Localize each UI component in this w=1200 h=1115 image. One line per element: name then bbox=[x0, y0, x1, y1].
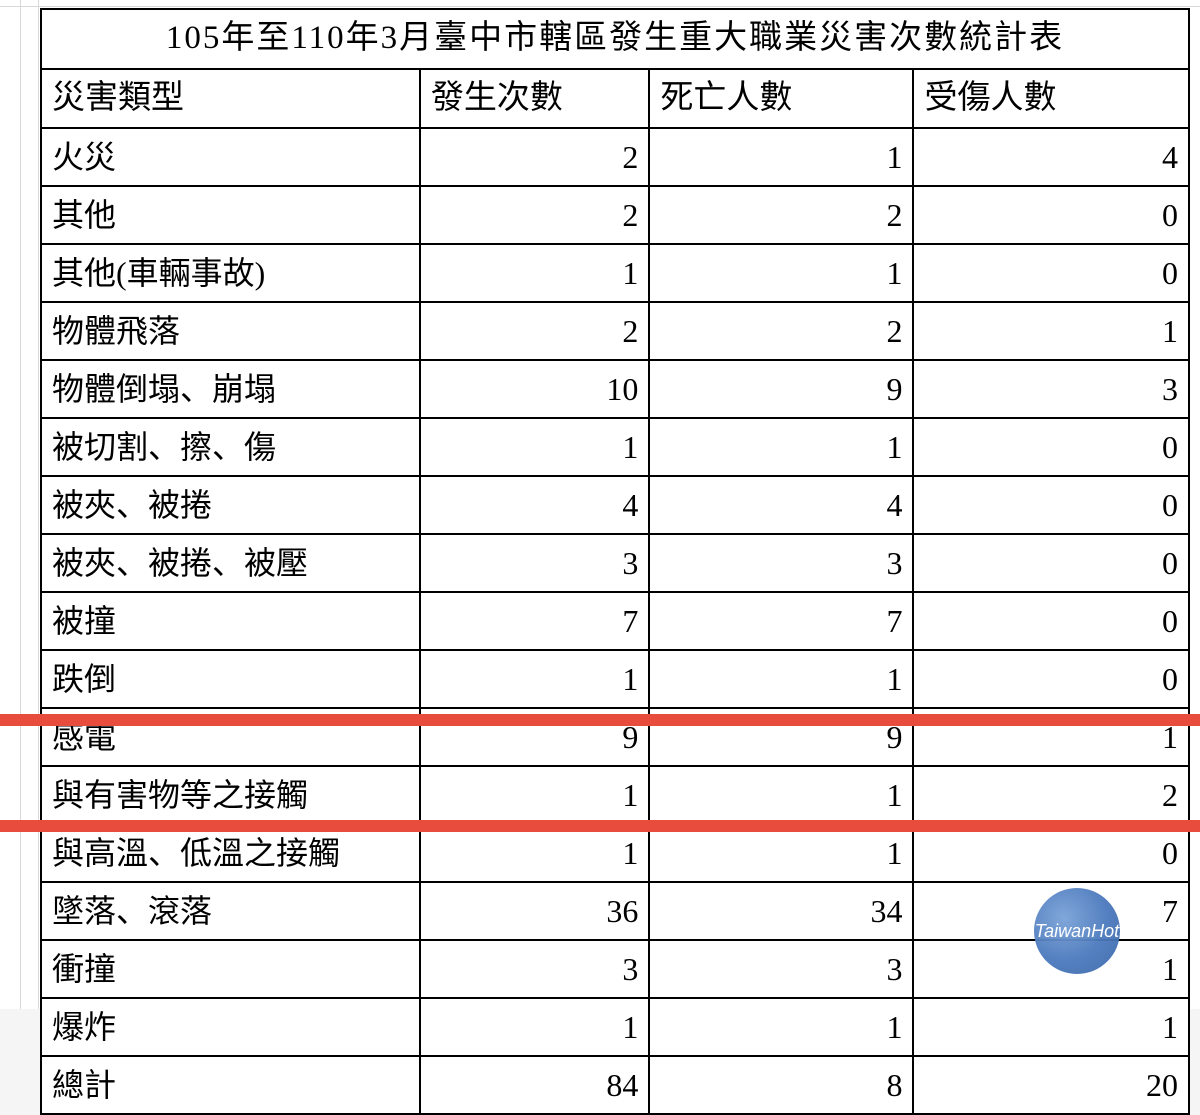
col-header-deaths: 死亡人數 bbox=[649, 69, 913, 129]
sheet-gridline bbox=[0, 6, 1200, 7]
cell-injuries: 0 bbox=[913, 534, 1189, 592]
cell-injuries: 0 bbox=[913, 476, 1189, 534]
table-row: 物體飛落221 bbox=[41, 302, 1189, 360]
cell-deaths: 4 bbox=[649, 476, 913, 534]
cell-deaths: 1 bbox=[649, 824, 913, 882]
cell-type: 與有害物等之接觸 bbox=[41, 766, 420, 824]
cell-injuries: 0 bbox=[913, 650, 1189, 708]
table-row: 跌倒110 bbox=[41, 650, 1189, 708]
cell-count: 3 bbox=[420, 940, 650, 998]
table-row: 與有害物等之接觸112 bbox=[41, 766, 1189, 824]
sheet-gridline bbox=[20, 0, 21, 1009]
table-header-row: 災害類型 發生次數 死亡人數 受傷人數 bbox=[41, 69, 1189, 129]
watermark: TaiwanHot bbox=[1034, 888, 1120, 974]
cell-injuries: 1 bbox=[913, 998, 1189, 1056]
cell-deaths: 1 bbox=[649, 418, 913, 476]
cell-type: 物體倒塌、崩塌 bbox=[41, 360, 420, 418]
cell-deaths: 1 bbox=[649, 128, 913, 186]
cell-count: 1 bbox=[420, 824, 650, 882]
cell-type: 爆炸 bbox=[41, 998, 420, 1056]
cell-injuries: 0 bbox=[913, 244, 1189, 302]
cell-count: 1 bbox=[420, 244, 650, 302]
cell-deaths: 2 bbox=[649, 186, 913, 244]
cell-type: 被切割、擦、傷 bbox=[41, 418, 420, 476]
table-row: 被夾、被捲440 bbox=[41, 476, 1189, 534]
cell-deaths: 1 bbox=[649, 244, 913, 302]
cell-deaths: 7 bbox=[649, 592, 913, 650]
table-row: 爆炸111 bbox=[41, 998, 1189, 1056]
cell-deaths: 8 bbox=[649, 1056, 913, 1114]
cell-injuries: 4 bbox=[913, 128, 1189, 186]
col-header-count: 發生次數 bbox=[420, 69, 650, 129]
cell-type: 被夾、被捲、被壓 bbox=[41, 534, 420, 592]
cell-count: 1 bbox=[420, 418, 650, 476]
cell-type: 跌倒 bbox=[41, 650, 420, 708]
cell-deaths: 1 bbox=[649, 998, 913, 1056]
cell-injuries: 20 bbox=[913, 1056, 1189, 1114]
cell-count: 36 bbox=[420, 882, 650, 940]
cell-type: 其他(車輛事故) bbox=[41, 244, 420, 302]
cell-deaths: 34 bbox=[649, 882, 913, 940]
cell-deaths: 3 bbox=[649, 940, 913, 998]
cell-count: 3 bbox=[420, 534, 650, 592]
table-row: 被撞770 bbox=[41, 592, 1189, 650]
cell-count: 10 bbox=[420, 360, 650, 418]
cell-count: 2 bbox=[420, 128, 650, 186]
table-row: 被夾、被捲、被壓330 bbox=[41, 534, 1189, 592]
col-header-type: 災害類型 bbox=[41, 69, 420, 129]
cell-deaths: 3 bbox=[649, 534, 913, 592]
cell-injuries: 0 bbox=[913, 824, 1189, 882]
cell-count: 1 bbox=[420, 998, 650, 1056]
cell-deaths: 1 bbox=[649, 650, 913, 708]
cell-deaths: 2 bbox=[649, 302, 913, 360]
highlight-stripe bbox=[0, 714, 1200, 726]
table-row: 墜落、滾落36347 bbox=[41, 882, 1189, 940]
table-title-row: 105年至110年3月臺中市轄區發生重大職業災害次數統計表 bbox=[41, 9, 1189, 69]
cell-count: 1 bbox=[420, 650, 650, 708]
cell-count: 84 bbox=[420, 1056, 650, 1114]
watermark-logo-icon: TaiwanHot bbox=[1034, 888, 1120, 974]
cell-injuries: 0 bbox=[913, 186, 1189, 244]
cell-injuries: 0 bbox=[913, 418, 1189, 476]
cell-type: 總計 bbox=[41, 1056, 420, 1114]
col-header-injuries: 受傷人數 bbox=[913, 69, 1189, 129]
table-row: 火災214 bbox=[41, 128, 1189, 186]
cell-type: 墜落、滾落 bbox=[41, 882, 420, 940]
table-row: 被切割、擦、傷110 bbox=[41, 418, 1189, 476]
cell-type: 物體飛落 bbox=[41, 302, 420, 360]
cell-count: 7 bbox=[420, 592, 650, 650]
cell-deaths: 9 bbox=[649, 360, 913, 418]
cell-type: 其他 bbox=[41, 186, 420, 244]
cell-deaths: 1 bbox=[649, 766, 913, 824]
cell-count: 2 bbox=[420, 302, 650, 360]
cell-count: 1 bbox=[420, 766, 650, 824]
table-row: 衝撞331 bbox=[41, 940, 1189, 998]
table-row: 其他220 bbox=[41, 186, 1189, 244]
cell-type: 火災 bbox=[41, 128, 420, 186]
cell-count: 2 bbox=[420, 186, 650, 244]
table-row: 物體倒塌、崩塌1093 bbox=[41, 360, 1189, 418]
cell-count: 4 bbox=[420, 476, 650, 534]
table-row: 其他(車輛事故)110 bbox=[41, 244, 1189, 302]
cell-type: 與高溫、低溫之接觸 bbox=[41, 824, 420, 882]
table-row: 與高溫、低溫之接觸110 bbox=[41, 824, 1189, 882]
table-title: 105年至110年3月臺中市轄區發生重大職業災害次數統計表 bbox=[41, 9, 1189, 69]
cell-type: 被撞 bbox=[41, 592, 420, 650]
stats-table-container: 105年至110年3月臺中市轄區發生重大職業災害次數統計表 災害類型 發生次數 … bbox=[40, 8, 1190, 1115]
cell-injuries: 0 bbox=[913, 592, 1189, 650]
highlight-stripe bbox=[0, 820, 1200, 832]
cell-type: 被夾、被捲 bbox=[41, 476, 420, 534]
cell-injuries: 1 bbox=[913, 302, 1189, 360]
sheet-gridline bbox=[38, 0, 39, 1009]
cell-type: 衝撞 bbox=[41, 940, 420, 998]
stats-table: 105年至110年3月臺中市轄區發生重大職業災害次數統計表 災害類型 發生次數 … bbox=[40, 8, 1190, 1115]
table-row: 總計84820 bbox=[41, 1056, 1189, 1114]
watermark-logo-text: TaiwanHot bbox=[1035, 921, 1119, 942]
cell-injuries: 3 bbox=[913, 360, 1189, 418]
cell-injuries: 2 bbox=[913, 766, 1189, 824]
